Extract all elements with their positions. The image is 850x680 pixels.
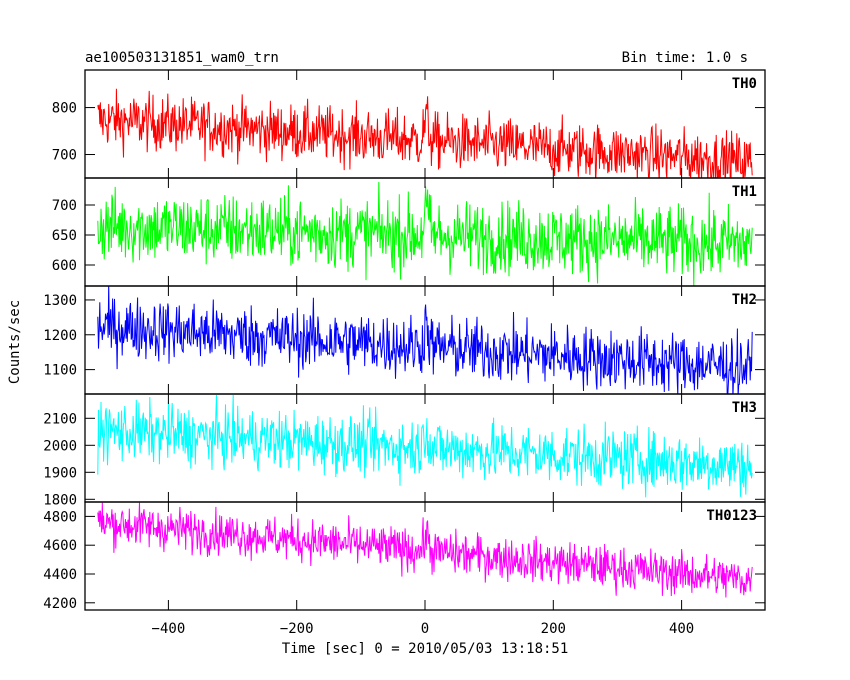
y-tick-label: 700 [52,198,77,214]
panel-th2: 1100 1200 1300 TH2 [43,285,766,395]
x-tick-label: −200 [280,621,314,637]
y-tick-label: 700 [52,148,77,164]
panel-label-th2: TH2 [732,292,757,308]
panel-label-th0: TH0 [732,76,757,92]
y-tick-label: 1300 [43,293,77,309]
x-axis-label: Time [sec] 0 = 2010/05/03 13:18:51 [282,641,569,657]
series-line-th0 [97,88,753,178]
panel-th3: 1800 1900 2000 2100 TH3 [43,393,766,508]
panel-label-th3: TH3 [732,400,757,416]
series-line-th3 [97,394,753,498]
panel-th0: 700 800 TH0 [52,69,766,179]
panel-th1: 600 650 700 TH1 [52,177,766,287]
y-tick-label: 4800 [43,509,77,525]
y-tick-label: 800 [52,101,77,117]
x-tick-label: 400 [669,621,694,637]
y-axis-label: Counts/sec [7,300,23,384]
x-tick-label: 0 [421,621,429,637]
x-tick-label: 200 [541,621,566,637]
y-tick-label: 2000 [43,438,77,454]
y-tick-label: 600 [52,258,77,274]
panel-label-th1: TH1 [732,184,757,200]
y-tick-label: 4600 [43,538,77,554]
y-tick-label: 1200 [43,328,77,344]
panels-group: 700 800 TH0 600 650 700 TH1 1100 1200 1300 TH2 1800… [43,69,766,637]
series-line-th2 [97,286,753,394]
y-tick-label: 650 [52,228,77,244]
panel-th0123: 4200 4400 4600 4800 TH0123 [43,501,766,612]
chart-title: ae100503131851_wam0_trn [85,50,279,66]
y-tick-label: 1100 [43,363,77,379]
bin-time-label: Bin time: 1.0 s [622,50,748,66]
y-tick-label: 4200 [43,596,77,612]
y-tick-label: 1800 [43,492,77,508]
series-line-th1 [97,181,753,286]
y-tick-label: 4400 [43,567,77,583]
x-tick-label: −400 [152,621,186,637]
y-tick-label: 1900 [43,465,77,481]
panel-label-th0123: TH0123 [706,508,757,524]
y-tick-label: 2100 [43,411,77,427]
series-line-th0123 [97,502,753,598]
